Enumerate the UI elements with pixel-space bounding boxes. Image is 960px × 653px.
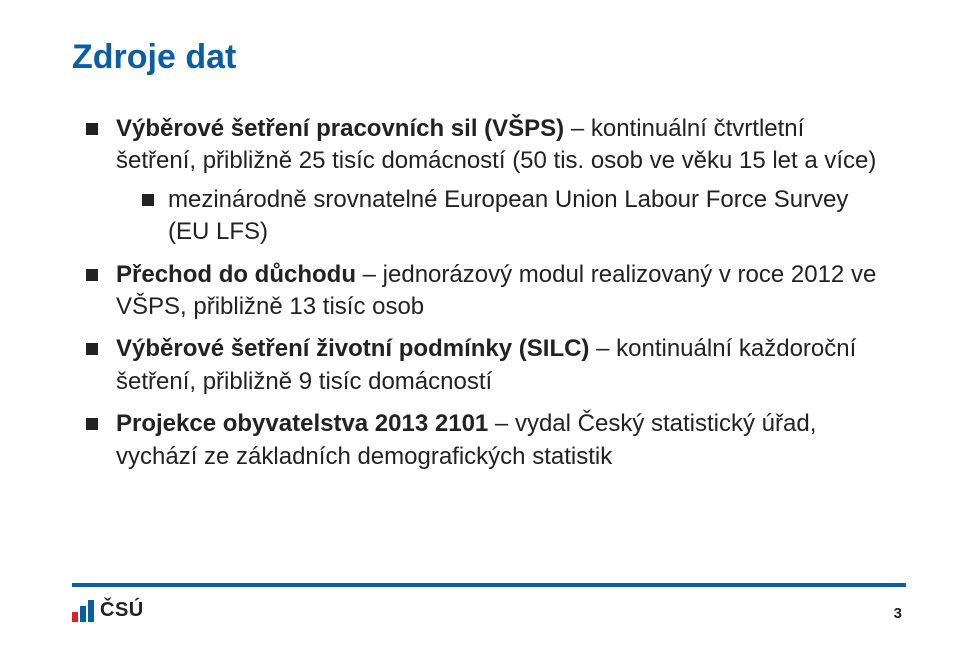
list-item: mezinárodně srovnatelné European Union L… [142, 184, 888, 249]
logo-bar [72, 612, 78, 622]
footer: ČSÚ 3 [0, 583, 960, 653]
text-run: Výběrové šetření životní podmínky (SILC) [116, 335, 589, 362]
page-number: 3 [894, 605, 902, 622]
logo-bars [72, 600, 94, 622]
logo-bar [88, 600, 94, 622]
logo-text: ČSÚ [100, 599, 144, 622]
text-run: Projekce obyvatelstva 2013 2101 [116, 410, 488, 437]
list-item: Přechod do důchodu – jednorázový modul r… [86, 259, 888, 324]
list-item: Výběrové šetření životní podmínky (SILC)… [86, 333, 888, 398]
footer-rule [72, 583, 906, 587]
logo-bar [80, 606, 86, 622]
slide: Zdroje dat Výběrové šetření pracovních s… [0, 0, 960, 653]
sub-list: mezinárodně srovnatelné European Union L… [116, 184, 888, 249]
text-run: Výběrové šetření pracovních sil (VŠPS) [116, 115, 564, 142]
logo: ČSÚ [72, 599, 144, 622]
list-item: Projekce obyvatelstva 2013 2101 – vydal … [86, 408, 888, 473]
list-item: Výběrové šetření pracovních sil (VŠPS) –… [86, 113, 888, 249]
text-run: Přechod do důchodu [116, 261, 356, 288]
bullet-list: Výběrové šetření pracovních sil (VŠPS) –… [72, 113, 888, 473]
page-title: Zdroje dat [72, 38, 888, 77]
text-run: mezinárodně srovnatelné European Union L… [168, 186, 848, 245]
